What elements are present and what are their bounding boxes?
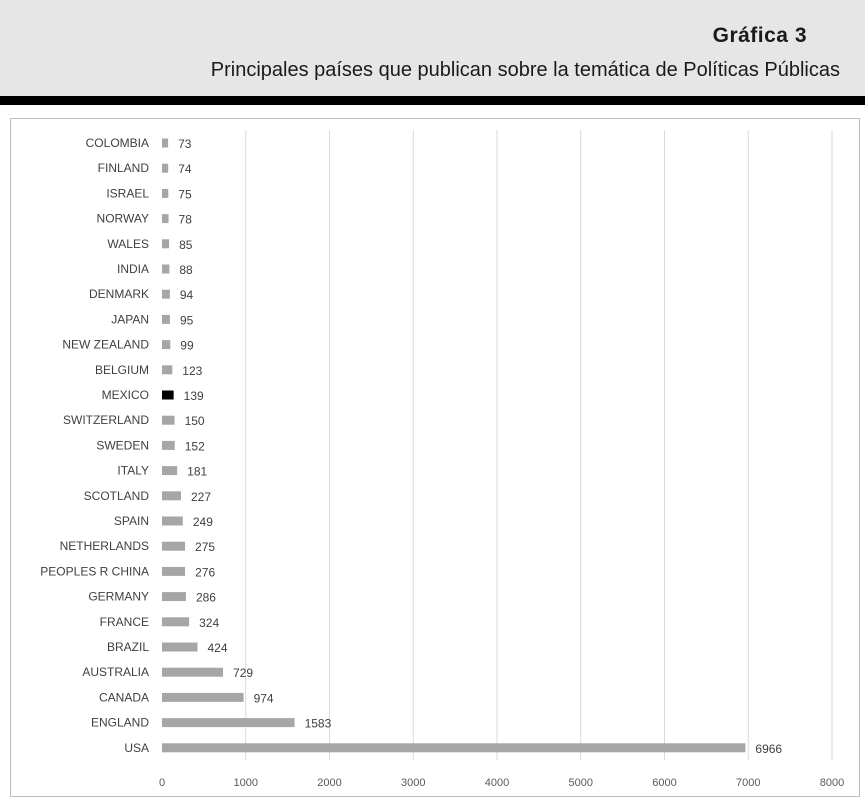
chart-title: Gráfica 3: [712, 24, 807, 47]
value-label: 94: [180, 288, 194, 302]
x-tick-label: 6000: [652, 777, 676, 789]
bar: [162, 440, 175, 450]
bar: [162, 188, 169, 198]
bar: [162, 718, 295, 728]
value-label: 99: [180, 339, 194, 353]
bar: [162, 692, 244, 702]
value-label: 78: [179, 213, 193, 227]
value-label: 249: [193, 515, 213, 529]
value-label: 123: [182, 364, 202, 378]
x-tick-label: 8000: [820, 777, 844, 789]
category-label: WALES: [107, 237, 149, 251]
bars: [162, 138, 746, 753]
bar: [162, 163, 169, 173]
value-label: 73: [178, 137, 192, 151]
category-label: DENMARK: [89, 287, 149, 301]
chart-header: Gráfica 3 Principales países que publica…: [0, 0, 865, 96]
x-tick-label: 4000: [485, 777, 509, 789]
category-label: NORWAY: [97, 212, 149, 226]
value-label: 181: [187, 465, 207, 479]
value-label: 1583: [305, 717, 332, 731]
x-tick-label: 1000: [234, 777, 258, 789]
bar-highlighted: [162, 390, 174, 400]
category-label: USA: [124, 741, 149, 755]
bar: [162, 466, 178, 476]
bar: [162, 214, 169, 224]
value-label: 276: [195, 565, 215, 579]
header-divider: [0, 96, 865, 105]
category-label: SWEDEN: [96, 438, 149, 452]
bar: [162, 138, 169, 148]
bar: [162, 239, 170, 249]
grid-lines: [245, 130, 833, 760]
value-label: 150: [185, 414, 205, 428]
value-label: 974: [254, 691, 274, 705]
bar: [162, 340, 171, 350]
value-label: 729: [233, 666, 253, 680]
category-label: COLOMBIA: [86, 136, 149, 150]
category-label: FINLAND: [98, 161, 150, 175]
category-label: NETHERLANDS: [60, 539, 149, 553]
bar: [162, 566, 186, 576]
category-label: CANADA: [99, 690, 149, 704]
category-label: FRANCE: [100, 615, 149, 629]
category-label: INDIA: [117, 262, 149, 276]
x-tick-label: 3000: [401, 777, 425, 789]
category-label: PEOPLES R CHINA: [40, 564, 149, 578]
bar: [162, 617, 190, 627]
category-label: BELGIUM: [95, 363, 149, 377]
x-tick-label: 2000: [317, 777, 341, 789]
value-label: 324: [199, 616, 219, 630]
bar: [162, 592, 186, 602]
value-label: 95: [180, 313, 194, 327]
value-label: 85: [179, 238, 193, 252]
value-labels: 73 74 75 78 85 88 94 95 99 123 139 150 152 181 227 249 2…: [178, 137, 782, 756]
bar: [162, 314, 170, 324]
x-tick-labels: 0 1000 2000 3000 4000 5000 6000 7000 8000: [159, 777, 844, 789]
bar: [162, 642, 198, 652]
value-label: 6966: [755, 742, 782, 756]
bar: [162, 667, 224, 677]
bar: [162, 541, 186, 551]
value-label: 75: [178, 187, 192, 201]
bar: [162, 516, 183, 526]
chart-subtitle: Principales países que publican sobre la…: [210, 59, 840, 81]
category-label: ISRAEL: [106, 186, 149, 200]
category-label: MEXICO: [102, 388, 149, 402]
category-label: SPAIN: [114, 514, 149, 528]
value-label: 286: [196, 591, 216, 605]
x-tick-label: 0: [159, 777, 165, 789]
x-tick-label: 5000: [569, 777, 593, 789]
value-label: 74: [178, 162, 192, 176]
bar: [162, 743, 746, 753]
category-label: SWITZERLAND: [63, 413, 149, 427]
bar: [162, 491, 182, 501]
chart-frame: [10, 118, 860, 797]
category-label: BRAZIL: [107, 640, 149, 654]
value-label: 275: [195, 540, 215, 554]
category-labels: COLOMBIA FINLAND ISRAEL NORWAY WALES INDIA DEN…: [40, 136, 149, 755]
value-label: 424: [208, 641, 228, 655]
value-label: 152: [185, 439, 205, 453]
value-label: 88: [179, 263, 193, 277]
value-label: 139: [184, 389, 204, 403]
category-label: AUSTRALIA: [82, 665, 149, 679]
bar: [162, 415, 175, 425]
value-label: 227: [191, 490, 211, 504]
category-label: SCOTLAND: [84, 489, 150, 503]
category-label: GERMANY: [88, 590, 149, 604]
bar: [162, 289, 170, 299]
bar: [162, 264, 170, 274]
x-tick-label: 7000: [736, 777, 760, 789]
category-label: NEW ZEALAND: [62, 338, 149, 352]
category-label: ITALY: [117, 464, 149, 478]
bar: [162, 365, 173, 375]
category-label: ENGLAND: [91, 716, 149, 730]
category-label: JAPAN: [111, 312, 149, 326]
